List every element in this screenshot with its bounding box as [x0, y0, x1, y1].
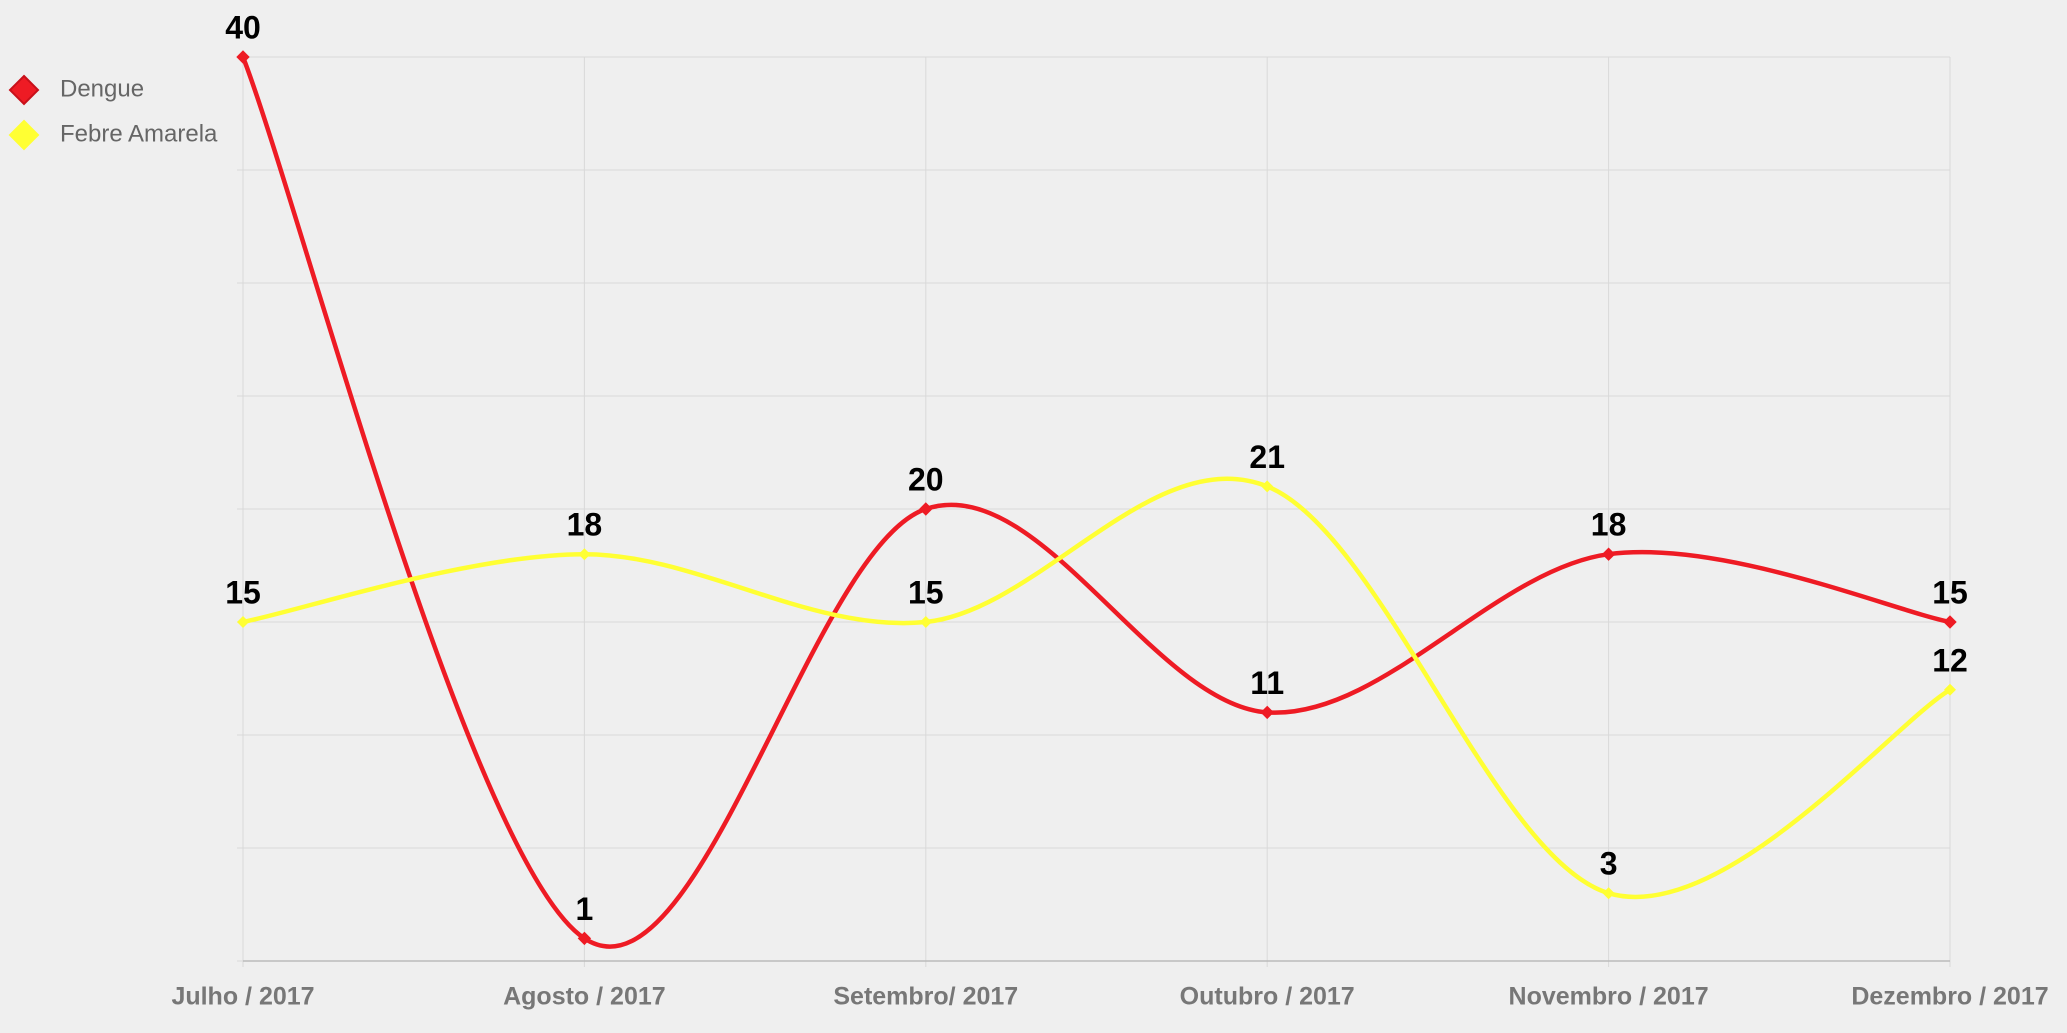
data-label: 11 — [1250, 665, 1284, 701]
x-tick-label: Outubro / 2017 — [1180, 983, 1355, 1011]
point — [919, 616, 932, 628]
data-label: 15 — [1932, 574, 1968, 610]
data-label: 3 — [1600, 846, 1618, 882]
x-tick-label: Julho / 2017 — [171, 983, 314, 1011]
legend-label: Dengue — [60, 75, 144, 102]
point — [1944, 683, 1956, 696]
point — [919, 502, 933, 516]
point — [237, 616, 249, 628]
point — [577, 931, 592, 946]
point — [236, 50, 250, 64]
x-tick-label: Dezembro / 2017 — [1851, 983, 2048, 1011]
data-label: 18 — [567, 507, 603, 543]
x-tick-label: Novembro / 2017 — [1509, 983, 1709, 1011]
point — [1943, 615, 1957, 629]
data-label: 15 — [225, 574, 261, 610]
data-label: 21 — [1249, 439, 1285, 475]
point — [1261, 480, 1274, 493]
point — [1260, 705, 1274, 720]
x-tick-label: Agosto / 2017 — [503, 983, 666, 1011]
legend-marker — [8, 119, 40, 151]
data-label: 1 — [576, 891, 594, 927]
point — [1601, 547, 1616, 561]
data-label: 15 — [908, 574, 944, 610]
legend-marker — [8, 74, 40, 106]
data-label: 40 — [225, 9, 261, 45]
point — [578, 548, 591, 561]
x-tick-label: Setembro/ 2017 — [833, 983, 1018, 1011]
data-label: 18 — [1591, 507, 1627, 543]
line — [240, 56, 1951, 949]
point — [1602, 887, 1615, 900]
data-label: 20 — [908, 461, 944, 497]
legend-label: Febre Amarela — [60, 120, 218, 147]
data-label: 12 — [1932, 642, 1968, 678]
line — [242, 476, 1952, 900]
